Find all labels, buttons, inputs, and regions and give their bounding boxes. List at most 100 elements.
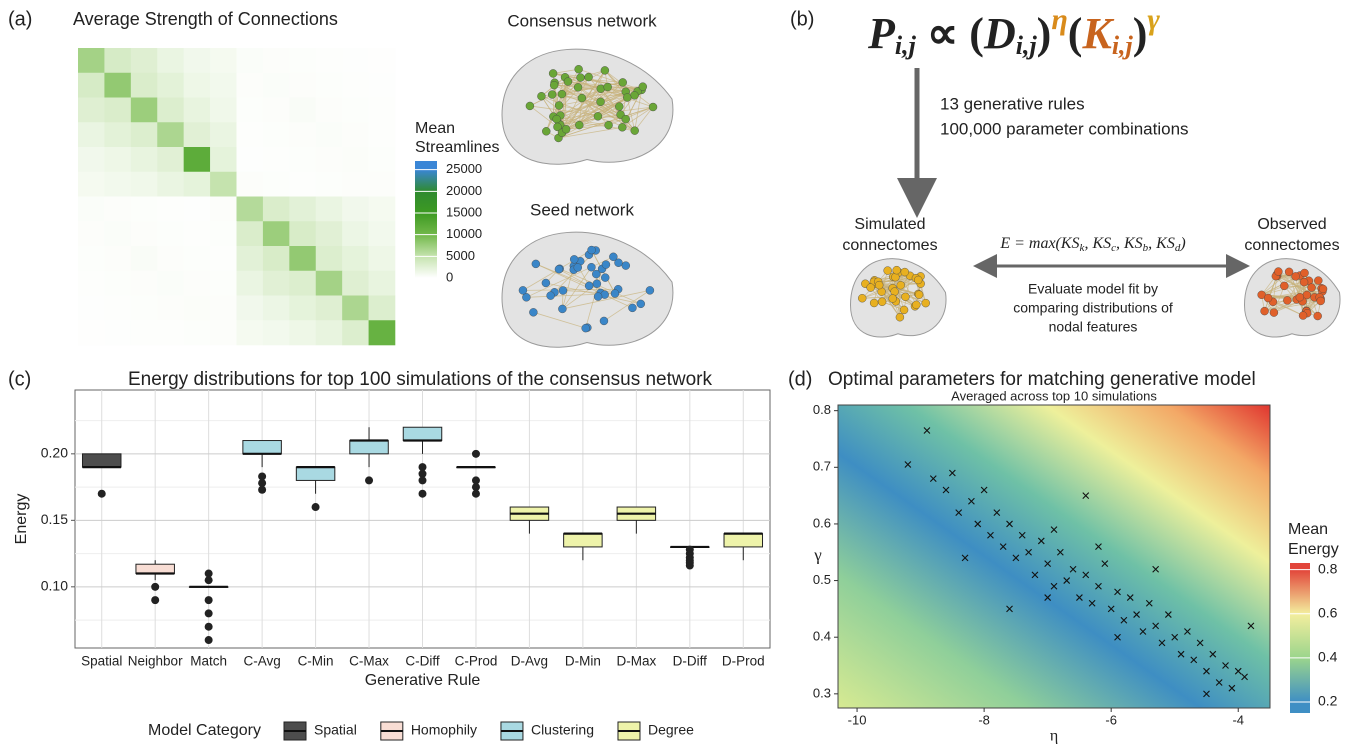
heatmap-cell	[289, 98, 316, 123]
y-tick-label: 0.4	[813, 629, 831, 644]
colorbar-tick-label: 0	[446, 269, 453, 284]
x-tick-label: -4	[1232, 712, 1244, 727]
heatmap-cell	[210, 48, 237, 73]
box	[82, 454, 120, 467]
heatmap-cell	[369, 296, 396, 321]
formula: Pi,j ∝ (Di,j)η(Ki,j)γ	[867, 3, 1160, 60]
x-axis-title: Generative Rule	[365, 672, 481, 689]
brain-node	[1299, 312, 1307, 320]
chart-title: Optimal parameters for matching generati…	[828, 369, 1256, 390]
brain-node	[570, 255, 578, 263]
colorbar-tick-label: 15000	[446, 204, 482, 219]
heatmap-cell	[104, 73, 131, 98]
brain-node	[858, 294, 866, 302]
box	[564, 534, 602, 547]
brain-node	[601, 66, 609, 74]
outlier	[472, 450, 480, 458]
heatmap-cell	[316, 122, 343, 147]
heatmap-cell	[210, 271, 237, 296]
heatmap-cell	[237, 271, 264, 296]
heatmap-cell	[316, 73, 343, 98]
heatmap-cell	[316, 197, 343, 222]
brain-node	[526, 102, 534, 110]
brain-node	[594, 293, 602, 301]
heatmap-cell	[131, 73, 158, 98]
heatmap-cell	[316, 48, 343, 73]
heatmap-cell	[316, 98, 343, 123]
heatmap-cell	[210, 320, 237, 345]
network-label: Consensus network	[507, 11, 657, 30]
energy-part: ,	[1084, 235, 1092, 252]
energy-part: KS	[1060, 235, 1080, 252]
heatmap-cell	[369, 172, 396, 197]
y-tick-label: 0.8	[813, 402, 831, 417]
energy-part: ,	[1148, 235, 1156, 252]
heatmap-cell	[131, 147, 158, 172]
brain-node	[602, 261, 610, 269]
panel-label: (c)	[8, 368, 31, 390]
heatmap-cell	[342, 48, 369, 73]
brain-node	[1300, 278, 1308, 286]
energy-surface	[838, 405, 1270, 708]
brain-node	[639, 83, 647, 91]
brain-node	[891, 288, 899, 296]
heatmap-cell	[342, 296, 369, 321]
heatmap-cell	[104, 172, 131, 197]
heatmap-cell	[184, 122, 211, 147]
heatmap-cell	[184, 246, 211, 271]
brain-node	[588, 246, 596, 254]
legend-title: Model Category	[148, 722, 261, 739]
heatmap-cell	[369, 197, 396, 222]
heatmap-cell	[104, 271, 131, 296]
heatmap-cell	[342, 221, 369, 246]
x-tick-label: Neighbor	[128, 654, 183, 669]
formula-sub: i,j	[1112, 31, 1134, 60]
heatmap-cell	[157, 246, 184, 271]
brain-node	[582, 324, 590, 332]
heatmap-cell	[157, 320, 184, 345]
brain-node	[628, 304, 636, 312]
page: {"labels": ["(a)", "(b)", "(c)", "(d)"],…	[0, 0, 1359, 745]
brain	[502, 49, 673, 164]
heatmap-cell	[289, 221, 316, 246]
heatmap-cell	[369, 98, 396, 123]
outlier	[258, 486, 266, 494]
outlier	[205, 623, 213, 631]
brain-node	[537, 92, 545, 100]
colorbar-tick-label: 10000	[446, 226, 482, 241]
heatmap-cell	[316, 246, 343, 271]
brain-node	[649, 103, 657, 111]
brain-node	[593, 280, 601, 288]
brain-node	[618, 123, 626, 131]
heatmap-cell	[78, 172, 105, 197]
heatmap-cell	[210, 172, 237, 197]
brain-node	[914, 276, 922, 284]
brain-node	[594, 112, 602, 120]
heatmap-cell	[342, 246, 369, 271]
heatmap-cell	[131, 48, 158, 73]
rules-text: 13 generative rules	[940, 94, 1085, 113]
brain-node	[577, 74, 585, 82]
y-tick-label: 0.10	[41, 578, 68, 594]
x-tick-label: D-Min	[565, 654, 601, 669]
heatmap-cell	[78, 197, 105, 222]
x-tick-label: C-Avg	[243, 654, 280, 669]
heatmap-cell	[78, 147, 105, 172]
x-tick-label: -8	[978, 712, 990, 727]
outlier	[312, 503, 320, 511]
heatmap-cell	[157, 221, 184, 246]
heatmap-cell	[131, 122, 158, 147]
x-tick-label: D-Max	[616, 654, 656, 669]
energy-part: KS	[1091, 235, 1111, 252]
outlier	[98, 490, 106, 498]
heatmap-cell	[369, 320, 396, 345]
heatmap-cell	[263, 296, 290, 321]
x-axis-title: η	[1050, 728, 1058, 745]
heatmap-cell	[263, 197, 290, 222]
outlier	[205, 596, 213, 604]
outlier	[205, 576, 213, 584]
outlier	[419, 476, 427, 484]
brain-node	[1264, 294, 1272, 302]
heatmap-cell	[369, 147, 396, 172]
heatmap-cell	[78, 320, 105, 345]
